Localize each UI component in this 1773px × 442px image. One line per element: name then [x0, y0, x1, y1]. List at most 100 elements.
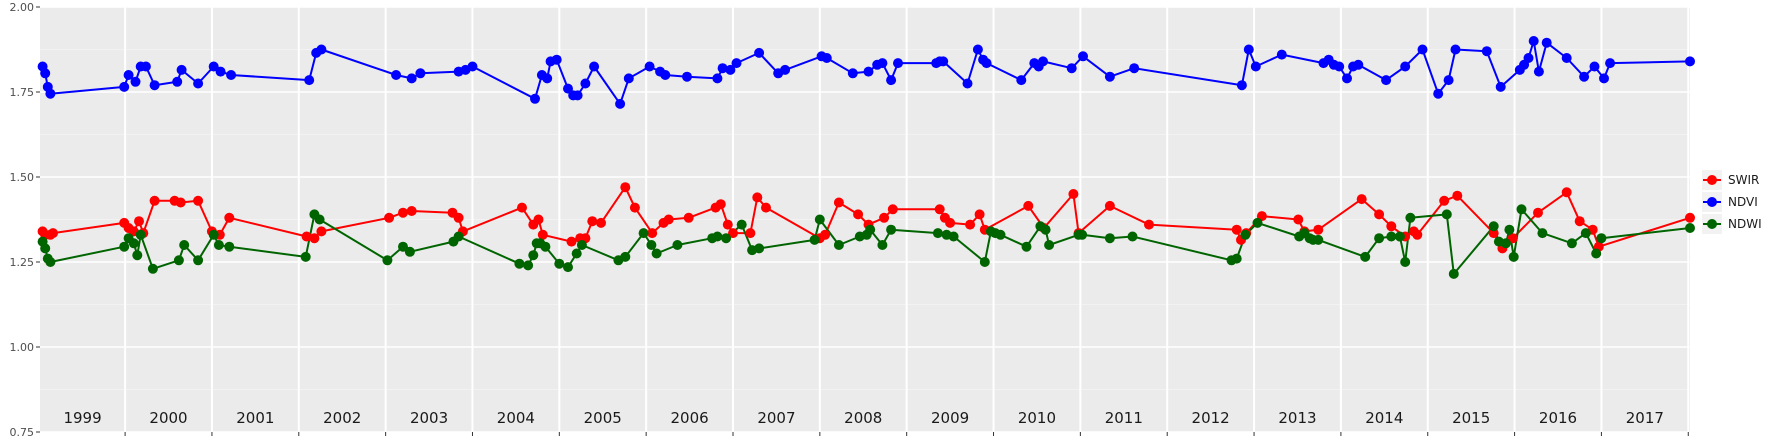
- year-label: 2000: [149, 409, 187, 427]
- data-point-swir: [309, 233, 320, 244]
- major-gridlines: [40, 6, 1690, 433]
- year-label: 2013: [1278, 409, 1316, 427]
- data-point-swir: [934, 204, 945, 215]
- data-point-ndvi: [1236, 80, 1247, 91]
- data-point-ndwi: [1508, 251, 1519, 262]
- data-point-swir: [945, 217, 956, 228]
- data-point-swir: [1313, 224, 1324, 235]
- data-point-swir: [752, 192, 763, 203]
- data-point-swir: [620, 182, 631, 193]
- data-point-ndvi: [938, 56, 949, 67]
- data-point-ndvi: [391, 70, 402, 80]
- data-point-swir: [833, 197, 844, 208]
- data-point-swir: [406, 206, 417, 216]
- data-point-ndvi: [572, 90, 583, 101]
- data-point-ndvi: [140, 61, 151, 72]
- data-point-ndwi: [1386, 231, 1397, 242]
- data-point-swir: [398, 207, 408, 218]
- year-label: 2002: [323, 409, 361, 427]
- y-axis: 0.75 1.00 1.25 1.50 1.75 2.00: [10, 1, 40, 439]
- data-point-ndwi: [554, 258, 565, 269]
- data-point-ndvi: [589, 61, 600, 72]
- data-point-ndvi: [821, 53, 832, 63]
- data-point-ndwi: [1504, 224, 1515, 235]
- data-point-ndwi: [754, 243, 765, 254]
- data-point-ndwi: [213, 240, 224, 250]
- data-point-ndwi: [40, 243, 51, 254]
- data-point-swir: [134, 216, 144, 227]
- data-point-ndwi: [1021, 241, 1032, 252]
- year-label: 2003: [410, 409, 448, 427]
- data-point-swir: [1293, 214, 1304, 225]
- data-point-ndvi: [530, 93, 540, 104]
- data-point-ndvi: [1443, 75, 1454, 86]
- data-point-ndwi: [224, 241, 235, 252]
- data-point-ndvi: [886, 75, 897, 86]
- data-point-swir: [517, 202, 527, 213]
- legend-key-marker: [1707, 175, 1717, 185]
- data-point-ndvi: [1450, 44, 1461, 55]
- data-point-ndwi: [119, 241, 130, 252]
- data-point-ndwi: [563, 262, 573, 273]
- data-point-swir: [1574, 216, 1585, 227]
- data-point-ndvi: [193, 78, 204, 89]
- legend-label-ndvi: NDVI: [1728, 195, 1758, 209]
- data-point-swir: [1561, 187, 1572, 198]
- data-point-swir: [820, 229, 831, 240]
- data-point-swir: [761, 202, 771, 213]
- data-point-swir: [1452, 190, 1463, 201]
- data-point-ndwi: [208, 229, 219, 240]
- year-label: 2010: [1018, 409, 1056, 427]
- data-point-swir: [1507, 233, 1518, 244]
- data-point-ndvi: [1433, 88, 1444, 99]
- data-point-ndvi: [208, 61, 219, 72]
- data-point-swir: [1412, 229, 1423, 240]
- data-point-ndwi: [833, 240, 844, 250]
- data-point-ndvi: [551, 54, 562, 65]
- data-point-ndwi: [886, 224, 897, 235]
- data-point-ndwi: [1685, 223, 1695, 233]
- year-label: 2012: [1192, 409, 1230, 427]
- data-point-ndvi: [1250, 61, 1261, 72]
- data-point-ndwi: [314, 214, 325, 225]
- data-point-swir: [1356, 194, 1367, 205]
- data-point-ndvi: [215, 66, 226, 77]
- data-point-ndwi: [1104, 233, 1115, 244]
- data-point-ndvi: [1533, 66, 1544, 77]
- data-point-ndwi: [638, 228, 649, 239]
- data-point-ndvi: [1481, 46, 1492, 57]
- data-point-ndvi: [1276, 49, 1287, 60]
- data-point-swir: [683, 212, 694, 223]
- data-point-swir: [965, 219, 976, 230]
- data-point-swir: [537, 229, 548, 240]
- data-point-ndwi: [1360, 251, 1371, 262]
- data-point-swir: [853, 209, 864, 220]
- data-point-ndwi: [1488, 221, 1499, 232]
- data-point-ndvi: [754, 47, 765, 58]
- data-point-ndwi: [1313, 234, 1324, 245]
- data-point-ndwi: [1516, 204, 1527, 215]
- data-point-ndwi: [1500, 238, 1511, 249]
- data-point-ndwi: [877, 240, 888, 250]
- year-label: 2007: [757, 409, 795, 427]
- data-point-ndvi: [123, 70, 134, 80]
- data-point-ndvi: [981, 58, 992, 69]
- data-point-swir: [566, 236, 577, 247]
- data-point-ndvi: [1400, 61, 1411, 72]
- data-point-swir: [224, 212, 235, 223]
- data-point-ndvi: [415, 68, 426, 79]
- data-point-ndwi: [1566, 238, 1577, 249]
- data-point-ndvi: [130, 76, 141, 87]
- data-point-swir: [587, 216, 598, 227]
- data-point-ndvi: [1342, 73, 1352, 84]
- data-point-ndwi: [979, 257, 990, 267]
- data-point-ndvi: [1104, 71, 1115, 82]
- data-point-ndvi: [1589, 61, 1600, 72]
- data-point-swir: [1439, 195, 1450, 206]
- y-tick-label: 0.75: [10, 426, 35, 439]
- data-point-ndvi: [563, 83, 573, 94]
- data-point-ndwi: [128, 238, 139, 249]
- data-point-ndvi: [1599, 73, 1609, 84]
- data-point-swir: [193, 195, 204, 206]
